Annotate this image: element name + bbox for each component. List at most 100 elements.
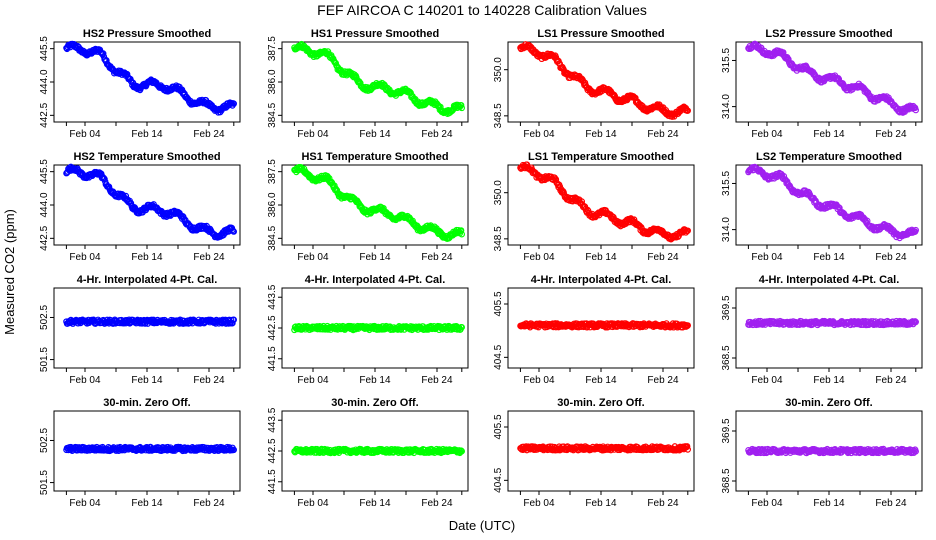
y-axis-label: Measured CO2 (ppm) (2, 209, 17, 335)
y-tick-label: 501.5 (39, 470, 50, 495)
chart-panel: 4-Hr. Interpolated 4-Pt. Cal. 368.5 369.5 F… (721, 274, 923, 386)
panel-title: LS2 Pressure Smoothed (765, 28, 892, 40)
x-tick-label: Feb 14 (813, 375, 845, 386)
x-tick-label: Feb 24 (647, 129, 679, 140)
x-tick-label: Feb 04 (297, 498, 329, 509)
panel-title: LS2 Temperature Smoothed (756, 151, 902, 163)
data-point (100, 50, 107, 57)
y-tick-label: 444.0 (39, 192, 50, 217)
x-tick-label: Feb 04 (297, 252, 329, 263)
y-tick-label: 384.5 (267, 102, 278, 127)
x-tick-label: Feb 24 (421, 498, 453, 509)
y-tick-label: 314.0 (721, 217, 732, 242)
x-tick-label: Feb 24 (875, 498, 907, 509)
panel-title: 30-min. Zero Off. (557, 397, 644, 409)
data-point (128, 78, 135, 85)
x-tick-label: Feb 04 (751, 252, 783, 263)
y-tick-label: 502.5 (39, 305, 50, 330)
y-tick-label: 384.5 (267, 225, 278, 250)
panel-title: LS1 Pressure Smoothed (537, 28, 664, 40)
y-tick-label: 369.5 (721, 418, 732, 443)
y-tick-label: 405.5 (493, 414, 504, 439)
y-tick-label: 444.0 (39, 69, 50, 94)
x-tick-label: Feb 04 (523, 498, 555, 509)
x-tick-label: Feb 04 (297, 129, 329, 140)
x-tick-label: Feb 04 (751, 129, 783, 140)
x-tick-label: Feb 24 (875, 375, 907, 386)
y-tick-label: 350.0 (493, 57, 504, 82)
x-tick-label: Feb 24 (421, 252, 453, 263)
data-point (684, 446, 692, 453)
x-tick-label: Feb 14 (813, 129, 845, 140)
data-point (912, 318, 920, 326)
data-point (458, 231, 465, 238)
panel-title: HS1 Pressure Smoothed (311, 28, 439, 40)
data-point (457, 227, 465, 234)
x-tick-label: Feb 24 (193, 252, 225, 263)
panel-title: 4-Hr. Interpolated 4-Pt. Cal. (305, 274, 446, 286)
data-point (683, 443, 691, 450)
x-tick-label: Feb 14 (131, 498, 163, 509)
data-point (230, 228, 237, 235)
x-tick-label: Feb 14 (813, 252, 845, 263)
x-axis-label: Date (UTC) (449, 518, 515, 533)
y-tick-label: 348.5 (493, 226, 504, 251)
chart-panel: HS1 Temperature Smoothed 384.5 386.0 387.5 F… (267, 151, 469, 263)
x-tick-label: Feb 24 (647, 252, 679, 263)
chart-panel: 4-Hr. Interpolated 4-Pt. Cal. 404.5 405.5 F… (493, 274, 695, 386)
y-tick-label: 442.5 (267, 438, 278, 463)
x-tick-label: Feb 04 (523, 375, 555, 386)
x-tick-label: Feb 04 (69, 252, 101, 263)
y-tick-label: 443.5 (267, 284, 278, 309)
panel-title: 4-Hr. Interpolated 4-Pt. Cal. (759, 274, 900, 286)
x-tick-label: Feb 24 (647, 498, 679, 509)
x-tick-label: Feb 14 (585, 252, 617, 263)
x-tick-label: Feb 24 (193, 375, 225, 386)
chart-panel: LS2 Temperature Smoothed 314.0 315.5 Feb 04… (721, 151, 923, 263)
x-tick-label: Feb 04 (751, 375, 783, 386)
data-point (684, 107, 692, 114)
x-tick-label: Feb 14 (359, 375, 391, 386)
x-tick-label: Feb 24 (193, 129, 225, 140)
data-point (780, 49, 787, 56)
x-tick-label: Feb 24 (421, 375, 453, 386)
chart-panel: 30-min. Zero Off. 368.5 369.5 Feb 04 Feb 14 F… (721, 397, 923, 509)
chart-panel: HS2 Temperature Smoothed 442.5 444.0 445.5 F… (39, 151, 241, 263)
y-tick-label: 368.5 (721, 468, 732, 493)
chart-panel: HS2 Pressure Smoothed 442.5 444.0 445.5 Feb … (39, 28, 241, 140)
chart-panel: 4-Hr. Interpolated 4-Pt. Cal. 441.5 442.5 4… (267, 274, 469, 386)
data-point (457, 101, 465, 109)
y-tick-label: 387.5 (267, 36, 278, 61)
x-tick-label: Feb 14 (585, 498, 617, 509)
y-tick-label: 443.5 (267, 407, 278, 432)
panel-title: HS1 Temperature Smoothed (301, 151, 448, 163)
x-tick-label: Feb 14 (131, 252, 163, 263)
panel-frame (53, 287, 241, 369)
x-tick-label: Feb 14 (585, 375, 617, 386)
data-point (229, 319, 236, 327)
y-tick-label: 315.5 (721, 171, 732, 196)
y-tick-label: 404.5 (493, 467, 504, 492)
y-tick-label: 386.0 (267, 69, 278, 94)
x-tick-label: Feb 14 (131, 375, 163, 386)
x-tick-label: Feb 14 (585, 129, 617, 140)
x-tick-label: Feb 14 (813, 498, 845, 509)
y-tick-label: 314.0 (721, 94, 732, 119)
chart-panel: HS1 Pressure Smoothed 384.5 386.0 387.5 Feb … (267, 28, 469, 140)
data-point (230, 100, 237, 107)
data-point (912, 226, 920, 234)
y-tick-label: 501.5 (39, 347, 50, 372)
chart-panel: 4-Hr. Interpolated 4-Pt. Cal. 501.5 502.5 F… (39, 274, 241, 386)
x-tick-label: Feb 24 (875, 129, 907, 140)
data-point (552, 176, 560, 183)
x-tick-label: Feb 14 (359, 129, 391, 140)
y-tick-label: 368.5 (721, 345, 732, 370)
y-tick-label: 441.5 (267, 469, 278, 494)
panel-title: 30-min. Zero Off. (331, 397, 418, 409)
panel-title: LS1 Temperature Smoothed (528, 151, 674, 163)
chart-panel: 30-min. Zero Off. 441.5 442.5 443.5 Feb 04 Fe… (267, 397, 469, 509)
y-tick-label: 386.0 (267, 192, 278, 217)
data-point (912, 448, 920, 455)
y-tick-label: 405.5 (493, 291, 504, 316)
